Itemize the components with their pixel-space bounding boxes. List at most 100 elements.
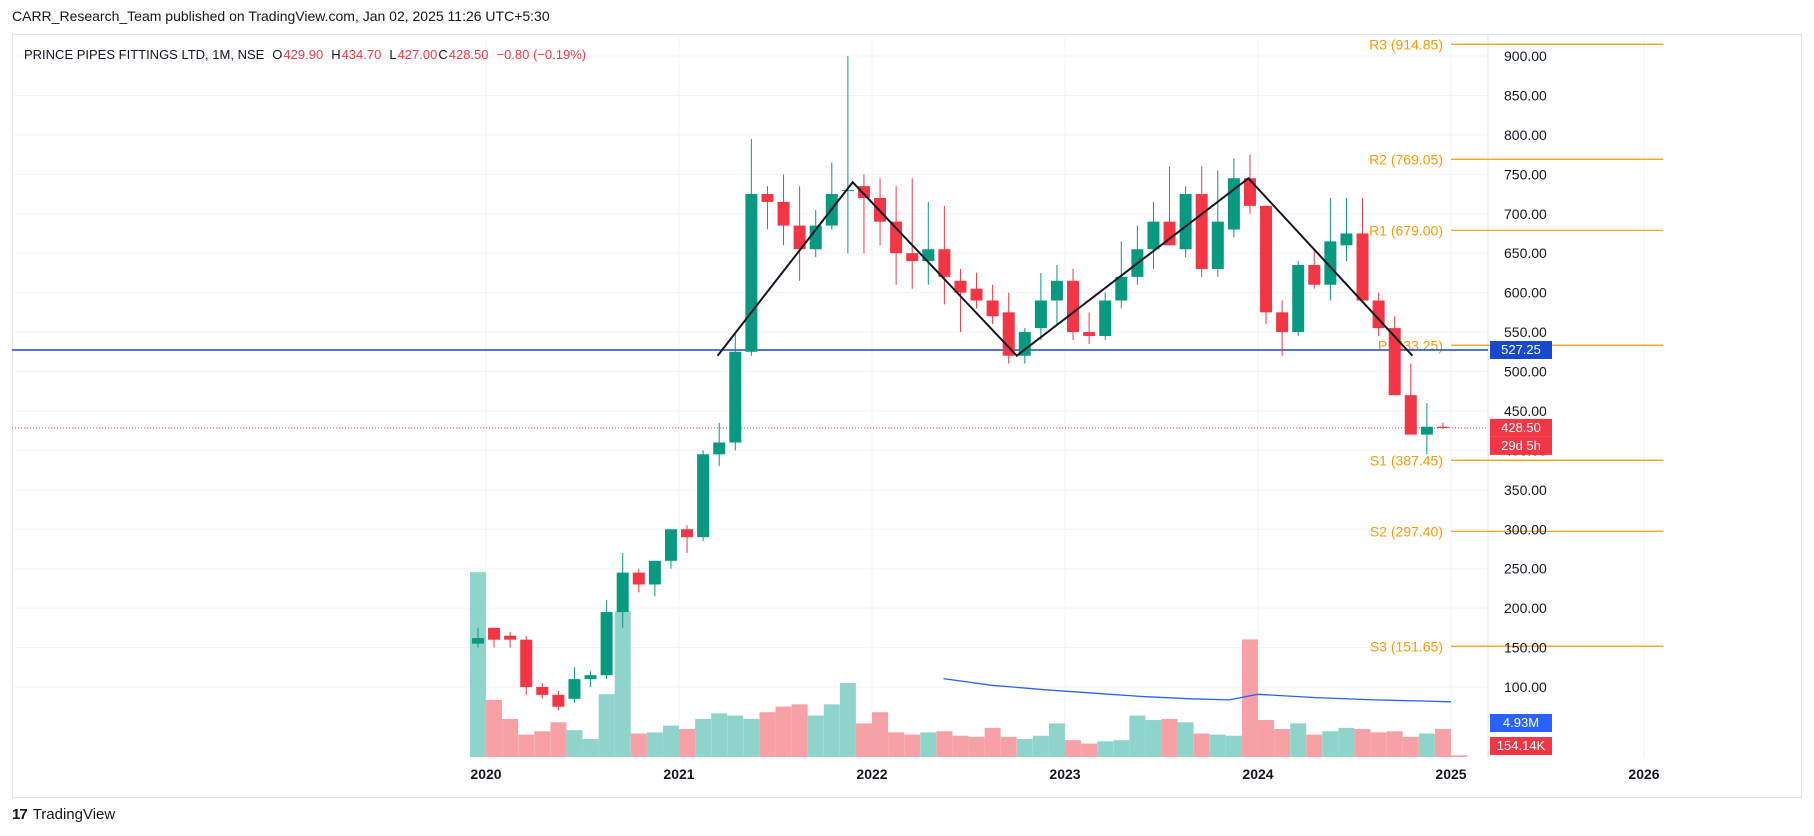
volume-bar — [1241, 639, 1258, 757]
chart-frame[interactable] — [12, 34, 1802, 798]
tradingview-wordmark: TradingView — [32, 806, 116, 823]
candle-body — [1420, 426, 1433, 435]
volume-bar — [1097, 741, 1114, 757]
candle-body — [1436, 426, 1449, 428]
candle-body — [793, 225, 806, 250]
volume-bar — [502, 718, 519, 757]
price-tick-label: 200.00 — [1504, 600, 1547, 616]
candle-body — [1308, 265, 1321, 285]
candle-body — [1147, 221, 1160, 250]
candle-body — [841, 190, 854, 192]
volume-bar — [1048, 723, 1065, 757]
price-tick-label: 550.00 — [1504, 324, 1547, 340]
volume-bar — [679, 729, 696, 757]
volume-bar — [469, 572, 486, 757]
candle-body — [1067, 280, 1080, 333]
volume-bar — [1193, 733, 1210, 757]
volume-bar — [582, 739, 599, 757]
volume-bar — [550, 722, 567, 757]
volume-bar — [920, 732, 937, 757]
volume-bar — [662, 725, 679, 757]
volume-bar — [518, 734, 535, 757]
candle-body — [1340, 233, 1353, 246]
time-tick-label: 2021 — [663, 766, 694, 782]
volume-bars — [469, 572, 1468, 757]
price-tick-label: 500.00 — [1504, 364, 1547, 380]
symbol-legend[interactable]: PRINCE PIPES FITTINGS LTD, 1M, NSE O 429… — [24, 47, 586, 62]
volume-bar — [1000, 736, 1017, 757]
pattern-drawing[interactable] — [716, 176, 1414, 358]
low-label: L — [389, 47, 396, 62]
volume-badge: 154.14K — [1497, 738, 1546, 753]
volume-bar — [1451, 755, 1468, 757]
price-tick-label: 100.00 — [1504, 679, 1547, 695]
candle-body — [713, 442, 726, 455]
volume-bar — [1274, 729, 1291, 757]
close-label: C — [438, 47, 447, 62]
tradingview-mark-icon: 17 — [12, 806, 28, 823]
candle-body — [1195, 194, 1208, 269]
candle-body — [504, 635, 517, 640]
volume-bar — [1434, 729, 1451, 757]
time-axis[interactable]: 2020 2021 2022 2023 2024 2025 2026 — [470, 766, 1659, 782]
volume-bar — [614, 611, 631, 757]
candle-body — [922, 249, 935, 262]
volume-bar — [1322, 731, 1339, 757]
publisher-credit: CARR_Research_Team published on TradingV… — [12, 8, 550, 24]
time-tick-label: 2024 — [1242, 766, 1273, 782]
volume-bar — [1065, 740, 1082, 757]
volume-bar — [1402, 736, 1419, 757]
volume-bar — [1016, 739, 1033, 757]
volume-bar — [791, 704, 808, 757]
volume-bar — [775, 706, 792, 757]
price-tick-label: 650.00 — [1504, 245, 1547, 261]
time-tick-label: 2022 — [856, 766, 887, 782]
candle-body — [970, 288, 983, 301]
volume-moving-average — [943, 677, 1452, 703]
volume-bar — [823, 704, 840, 757]
candle-body — [745, 194, 758, 352]
pivot-label: S1 (387.45) — [1370, 452, 1443, 468]
candle-body — [1243, 178, 1256, 206]
volume-bar — [839, 683, 856, 757]
volume-badge-bg — [1490, 737, 1552, 755]
volume-bar — [759, 712, 776, 757]
tradingview-logo[interactable]: 17 TradingView — [12, 806, 115, 823]
volume-bar — [727, 715, 744, 757]
volume-bar — [1225, 735, 1242, 757]
candle-body — [1179, 194, 1192, 250]
candlesticks — [471, 56, 1449, 711]
volume-bar — [743, 718, 760, 757]
candle-body — [1276, 312, 1289, 333]
candle-body — [954, 280, 967, 293]
price-tick-label: 450.00 — [1504, 403, 1547, 419]
close-value: 428.50 — [449, 47, 489, 62]
double-top-pattern-line[interactable] — [716, 176, 1414, 358]
volume-bar — [872, 712, 889, 757]
volume-bar — [566, 730, 583, 757]
price-axis[interactable]: 100.00150.00200.00250.00300.00350.00400.… — [1504, 48, 1547, 695]
volume-bar — [1290, 723, 1307, 757]
candle-body — [1356, 233, 1369, 301]
open-value: 429.90 — [283, 47, 323, 62]
candle-body — [520, 639, 533, 687]
candle-body — [938, 249, 951, 277]
candle-body — [616, 572, 629, 613]
candle-body — [1211, 221, 1224, 269]
candle-body — [664, 529, 677, 561]
time-tick-label: 2026 — [1628, 766, 1659, 782]
pivot-label: R1 (679.00) — [1369, 222, 1443, 238]
volume-bar — [968, 736, 985, 757]
price-tick-label: 850.00 — [1504, 87, 1547, 103]
volume-bar — [1113, 740, 1130, 757]
price-tick-label: 700.00 — [1504, 206, 1547, 222]
candle-body — [1163, 221, 1176, 246]
volume-bar — [1209, 734, 1226, 757]
candle-body — [471, 638, 484, 644]
volume-ma-badge-bg — [1490, 714, 1552, 732]
candle-body — [777, 201, 790, 226]
volume-bar — [1129, 715, 1146, 757]
horizontal-line[interactable] — [12, 349, 1488, 429]
volume-ma-line — [943, 677, 1452, 703]
